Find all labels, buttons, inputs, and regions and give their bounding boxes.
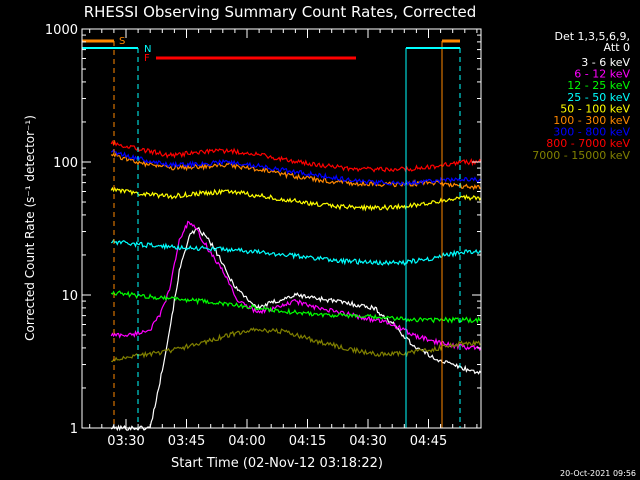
x-tick-label: 04:45 <box>410 434 447 449</box>
legend-entry: 7000 - 15000 keV <box>532 149 630 162</box>
flag-label: S <box>119 36 125 47</box>
x-tick-label: 03:30 <box>107 434 144 449</box>
y-tick-label: 100 <box>53 156 78 171</box>
x-tick-label: 04:15 <box>289 434 326 449</box>
plot-frame <box>81 28 482 429</box>
series-line <box>110 148 482 187</box>
x-axis-label: Start Time (02-Nov-12 03:18:22) <box>171 456 383 471</box>
y-tick-label: 10 <box>61 289 78 304</box>
x-tick-label: 04:00 <box>228 434 265 449</box>
series-line <box>110 238 482 266</box>
legend-entry: 800 - 7000 keV <box>546 137 630 150</box>
legend-entry: 25 - 50 keV <box>567 91 630 104</box>
series-line <box>110 220 482 352</box>
y-axis-label: Corrected Count Rate (s⁻¹ detector⁻¹) <box>23 115 37 341</box>
y-tick-label: 1 <box>70 422 78 437</box>
x-tick-label: 04:30 <box>349 434 386 449</box>
axes: 1 10 100 1000 03:30 03:45 04:00 04:15 04:30 04:45 <box>45 23 482 449</box>
legend-entry: 300 - 800 keV <box>553 126 630 139</box>
flag-label: N <box>144 44 151 55</box>
flag-label: F <box>144 53 150 64</box>
legend-entry: 3 - 6 keV <box>581 56 630 69</box>
series-line <box>110 226 482 432</box>
chart-title: RHESSI Observing Summary Count Rates, Co… <box>84 3 477 21</box>
legend-entry: 50 - 100 keV <box>560 102 630 115</box>
legend-header-line-2: Att 0 <box>604 41 630 54</box>
legend-entry: 6 - 12 keV <box>574 68 630 81</box>
legend-header-line-1: Det 1,3,5,6,9, <box>554 30 630 43</box>
timestamp: 20-Oct-2021 09:56 <box>560 469 636 478</box>
series-line <box>110 151 482 191</box>
series-line <box>110 186 482 212</box>
y-tick-label: 1000 <box>45 23 78 38</box>
legend-entry: 100 - 300 keV <box>553 114 630 127</box>
series-line <box>111 327 482 363</box>
flag-markers: S NF <box>82 36 461 428</box>
series-line <box>110 290 482 324</box>
series-line <box>110 140 482 173</box>
x-tick-label: 03:45 <box>168 434 205 449</box>
legend-entry: 12 - 25 keV <box>567 79 630 92</box>
series-lines <box>110 140 482 432</box>
